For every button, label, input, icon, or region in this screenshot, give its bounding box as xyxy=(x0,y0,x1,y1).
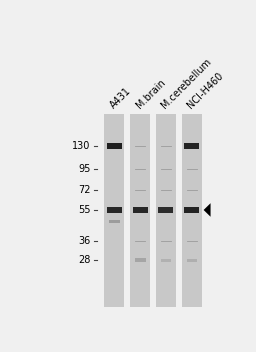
Bar xyxy=(156,114,176,307)
Bar xyxy=(187,259,197,262)
Bar xyxy=(130,114,150,307)
Text: 72: 72 xyxy=(78,185,91,195)
Text: A431: A431 xyxy=(108,85,133,110)
Text: 95: 95 xyxy=(78,164,91,174)
Bar xyxy=(133,207,147,213)
Bar xyxy=(104,114,124,307)
Bar xyxy=(107,207,122,213)
Bar xyxy=(158,207,173,213)
Bar xyxy=(182,114,202,307)
Polygon shape xyxy=(204,203,211,217)
Bar xyxy=(184,143,199,149)
Text: 28: 28 xyxy=(78,255,91,265)
Text: M.brain: M.brain xyxy=(134,77,167,110)
Bar xyxy=(107,143,122,149)
Text: NCI-H460: NCI-H460 xyxy=(186,70,225,110)
Bar xyxy=(109,220,120,224)
Text: 55: 55 xyxy=(78,205,91,215)
Text: M.cerebellum: M.cerebellum xyxy=(160,56,214,110)
Text: 130: 130 xyxy=(72,141,91,151)
Bar xyxy=(135,258,146,262)
Bar xyxy=(161,259,171,262)
Text: 36: 36 xyxy=(78,237,91,246)
Bar xyxy=(184,207,199,213)
